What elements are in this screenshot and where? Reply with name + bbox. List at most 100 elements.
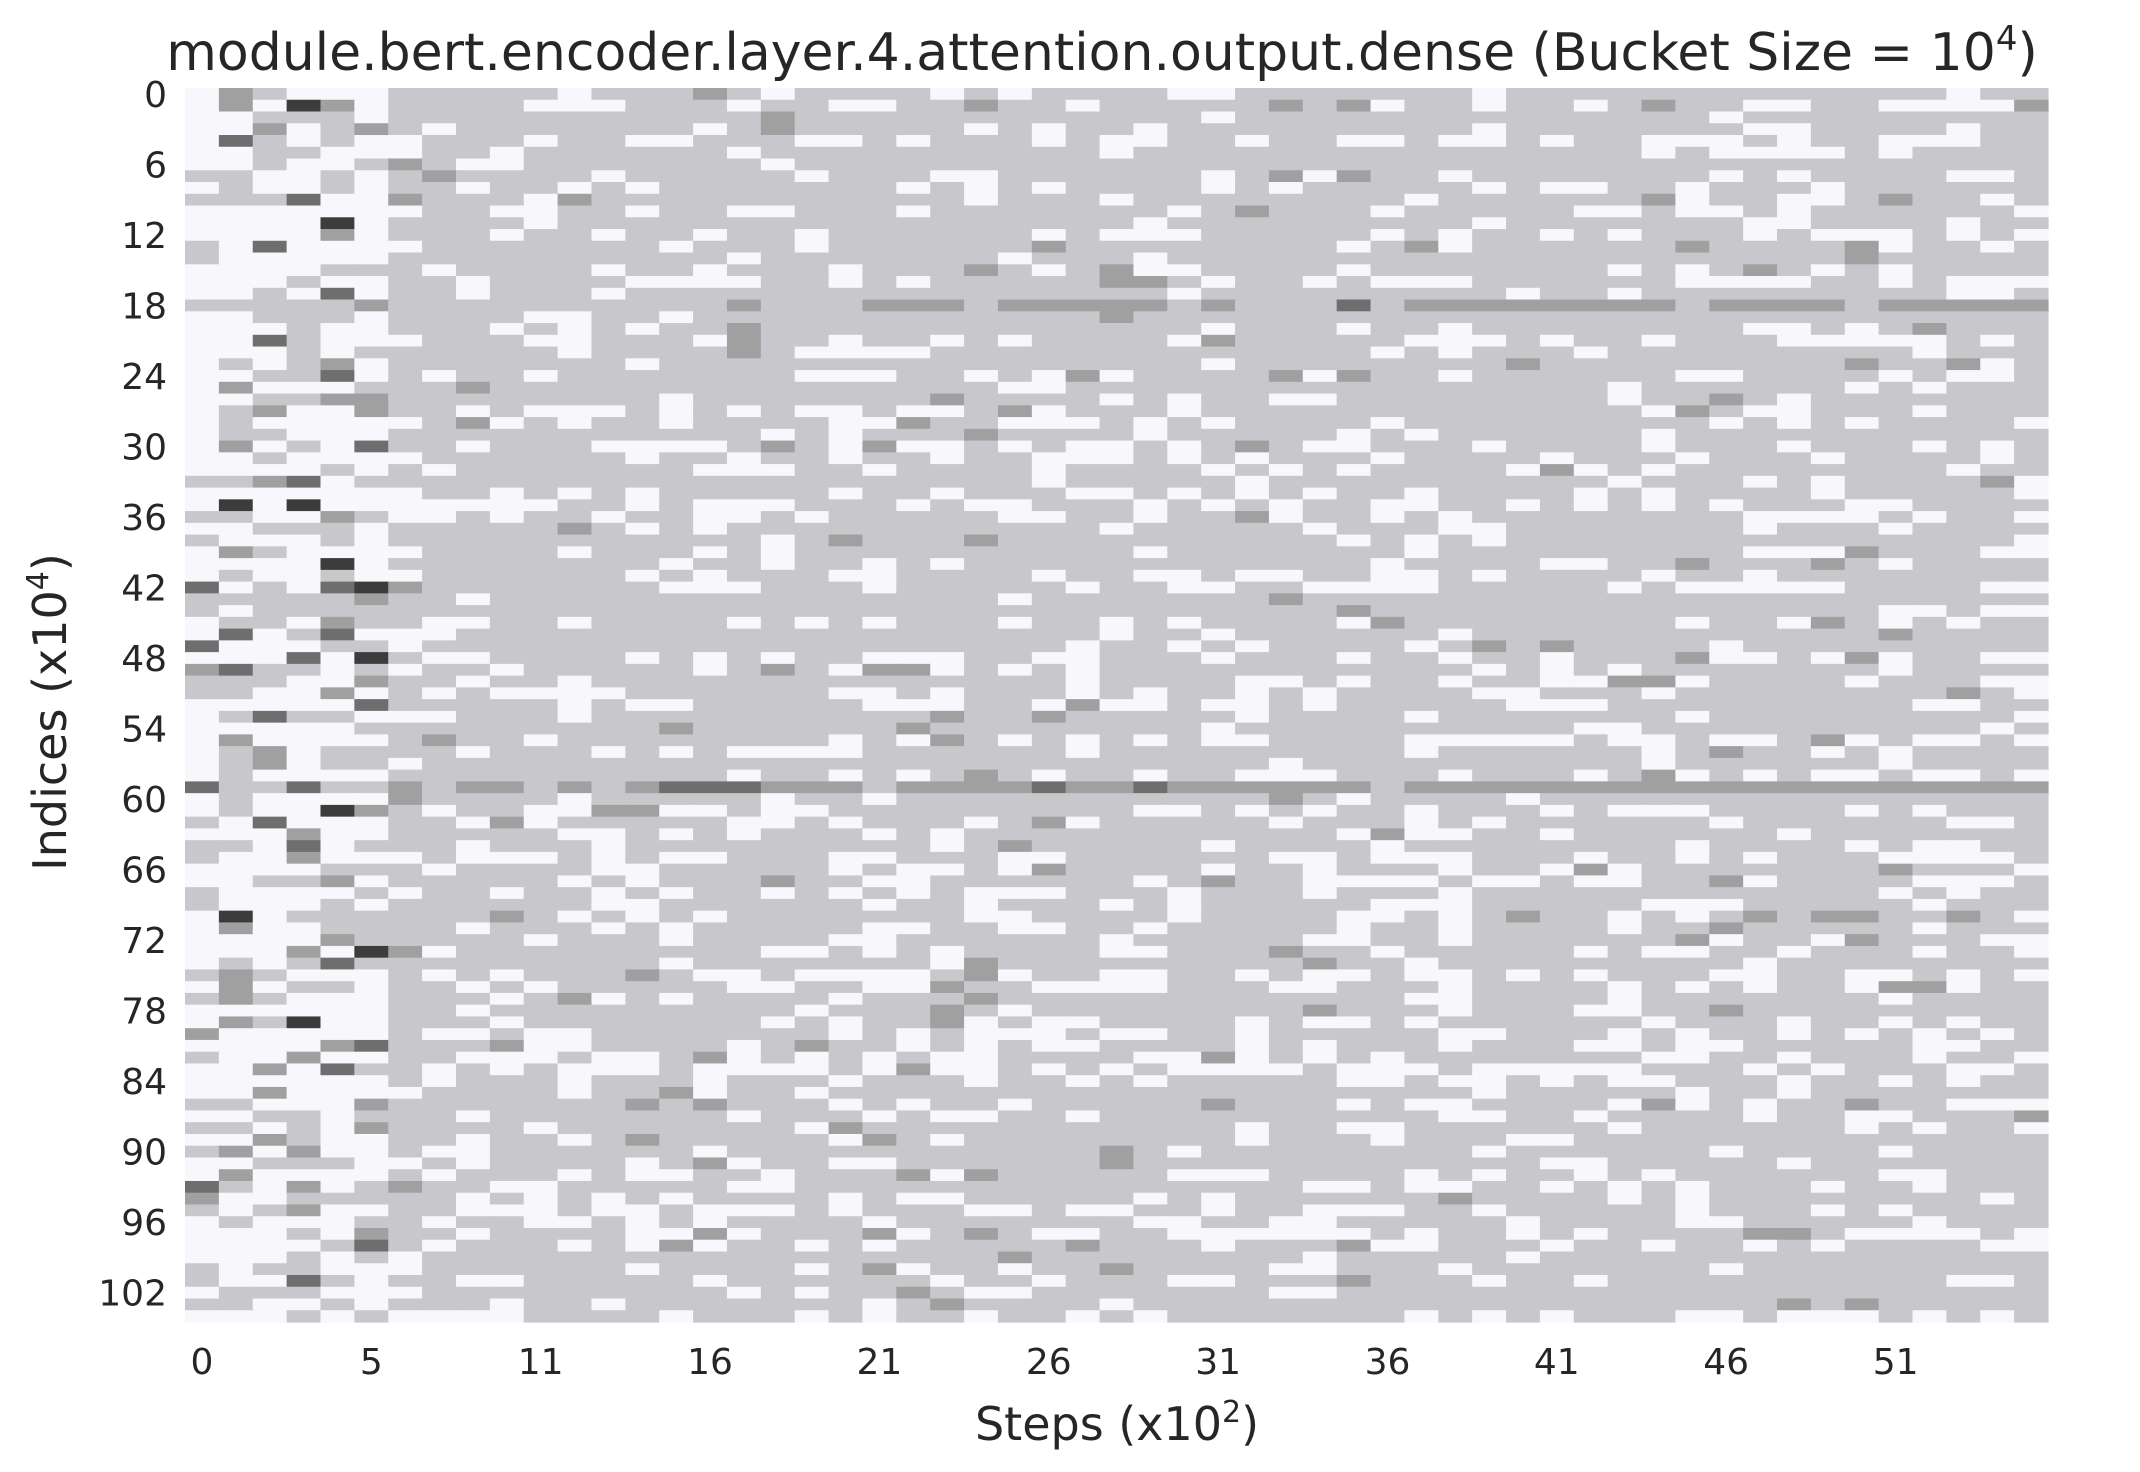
heatmap-cell	[1980, 734, 2015, 747]
heatmap-cell	[726, 475, 762, 489]
heatmap-cell	[1878, 217, 1914, 230]
heatmap-cell	[252, 581, 288, 594]
heatmap-cell	[422, 346, 457, 359]
heatmap-cell	[1641, 934, 1676, 947]
heatmap-cell	[1235, 875, 1270, 888]
heatmap-cell	[1031, 628, 1067, 641]
heatmap-cell	[2014, 88, 2049, 101]
heatmap-cell	[185, 511, 220, 524]
heatmap-cell	[1031, 945, 1067, 959]
heatmap-cell	[1438, 205, 1473, 218]
heatmap-cell	[286, 910, 322, 924]
heatmap-cell	[760, 616, 796, 630]
heatmap-cell	[760, 1063, 796, 1076]
heatmap-cell	[1810, 1133, 1846, 1147]
heatmap-cell	[455, 240, 491, 254]
heatmap-cell	[591, 323, 626, 336]
heatmap-cell	[1031, 593, 1067, 606]
heatmap-cell	[1302, 440, 1338, 453]
heatmap-cell	[896, 1051, 931, 1065]
heatmap-cell	[2014, 769, 2049, 782]
heatmap-cell	[896, 1110, 931, 1123]
heatmap-cell	[2014, 170, 2049, 183]
heatmap-cell	[930, 123, 965, 136]
heatmap-cell	[1777, 945, 1812, 959]
heatmap-cell	[388, 1133, 423, 1147]
heatmap-cell	[1302, 146, 1338, 160]
heatmap-cell	[760, 981, 796, 994]
heatmap-cell	[1099, 945, 1135, 959]
heatmap-cell	[320, 1039, 355, 1053]
heatmap-cell	[1539, 710, 1575, 724]
heatmap-cell	[2014, 1133, 2049, 1147]
heatmap-cell	[1743, 1133, 1778, 1147]
heatmap-cell	[1743, 534, 1778, 547]
heatmap-cell	[185, 1004, 220, 1018]
heatmap-cell	[1810, 992, 1846, 1006]
heatmap-cell	[218, 769, 254, 782]
heatmap-cell	[2014, 511, 2049, 524]
heatmap-cell	[1946, 193, 1981, 207]
heatmap-cell	[1167, 299, 1202, 312]
heatmap-cell	[1167, 652, 1202, 665]
heatmap-cell	[726, 1051, 762, 1065]
heatmap-cell	[1201, 358, 1236, 371]
heatmap-cell	[1302, 334, 1338, 348]
heatmap-cell	[862, 252, 897, 265]
heatmap-cell	[455, 945, 491, 959]
heatmap-cell	[2014, 229, 2049, 242]
heatmap-cell	[1472, 981, 1507, 994]
heatmap-cell	[1031, 346, 1067, 359]
heatmap-cell	[455, 1098, 491, 1112]
heatmap-cell	[218, 793, 254, 806]
heatmap-cell	[1675, 605, 1710, 618]
heatmap-cell	[862, 417, 897, 430]
heatmap-cell	[591, 393, 626, 406]
heatmap-cell	[1370, 123, 1406, 136]
heatmap-cell	[1980, 334, 2015, 348]
heatmap-cell	[354, 898, 389, 912]
heatmap-cell	[1031, 158, 1067, 171]
heatmap-cell	[659, 581, 694, 594]
heatmap-cell	[1844, 863, 1880, 877]
heatmap-cell	[997, 264, 1033, 277]
heatmap-cell	[896, 405, 931, 418]
heatmap-cell	[1031, 276, 1067, 289]
heatmap-cell	[1878, 370, 1914, 383]
heatmap-cell	[760, 816, 796, 829]
heatmap-cell	[997, 370, 1033, 383]
heatmap-cell	[1980, 1016, 2015, 1029]
heatmap-cell	[1268, 769, 1304, 782]
heatmap-cell	[896, 534, 931, 547]
heatmap-cell	[1844, 487, 1880, 500]
heatmap-cell	[2014, 428, 2049, 442]
heatmap-cell	[1438, 863, 1473, 877]
heatmap-cell	[1167, 663, 1202, 677]
heatmap-cell	[2014, 276, 2049, 289]
heatmap-cell	[1539, 1063, 1575, 1076]
heatmap-cell	[252, 88, 288, 101]
heatmap-cell	[1404, 898, 1439, 912]
heatmap-cell	[1912, 428, 1947, 442]
heatmap-cell	[252, 593, 288, 606]
heatmap-cell	[185, 945, 220, 959]
heatmap-cell	[1607, 99, 1643, 113]
heatmap-cell	[964, 769, 999, 782]
heatmap-cell	[1302, 1063, 1338, 1076]
heatmap-cell	[1641, 370, 1676, 383]
heatmap-cell	[557, 1098, 593, 1112]
heatmap-cell	[455, 840, 491, 853]
heatmap-cell	[828, 393, 864, 406]
heatmap-cell	[1268, 417, 1304, 430]
heatmap-cell	[1167, 1039, 1202, 1053]
heatmap-cell	[354, 1098, 389, 1112]
heatmap-cell	[286, 1145, 322, 1159]
heatmap-cell	[557, 487, 593, 500]
heatmap-cell	[1370, 346, 1406, 359]
heatmap-cell	[997, 910, 1033, 924]
heatmap-cell	[354, 840, 389, 853]
heatmap-cell	[862, 334, 897, 348]
heatmap-cell	[286, 992, 322, 1006]
heatmap-cell	[1167, 511, 1202, 524]
heatmap-cell	[388, 898, 423, 912]
